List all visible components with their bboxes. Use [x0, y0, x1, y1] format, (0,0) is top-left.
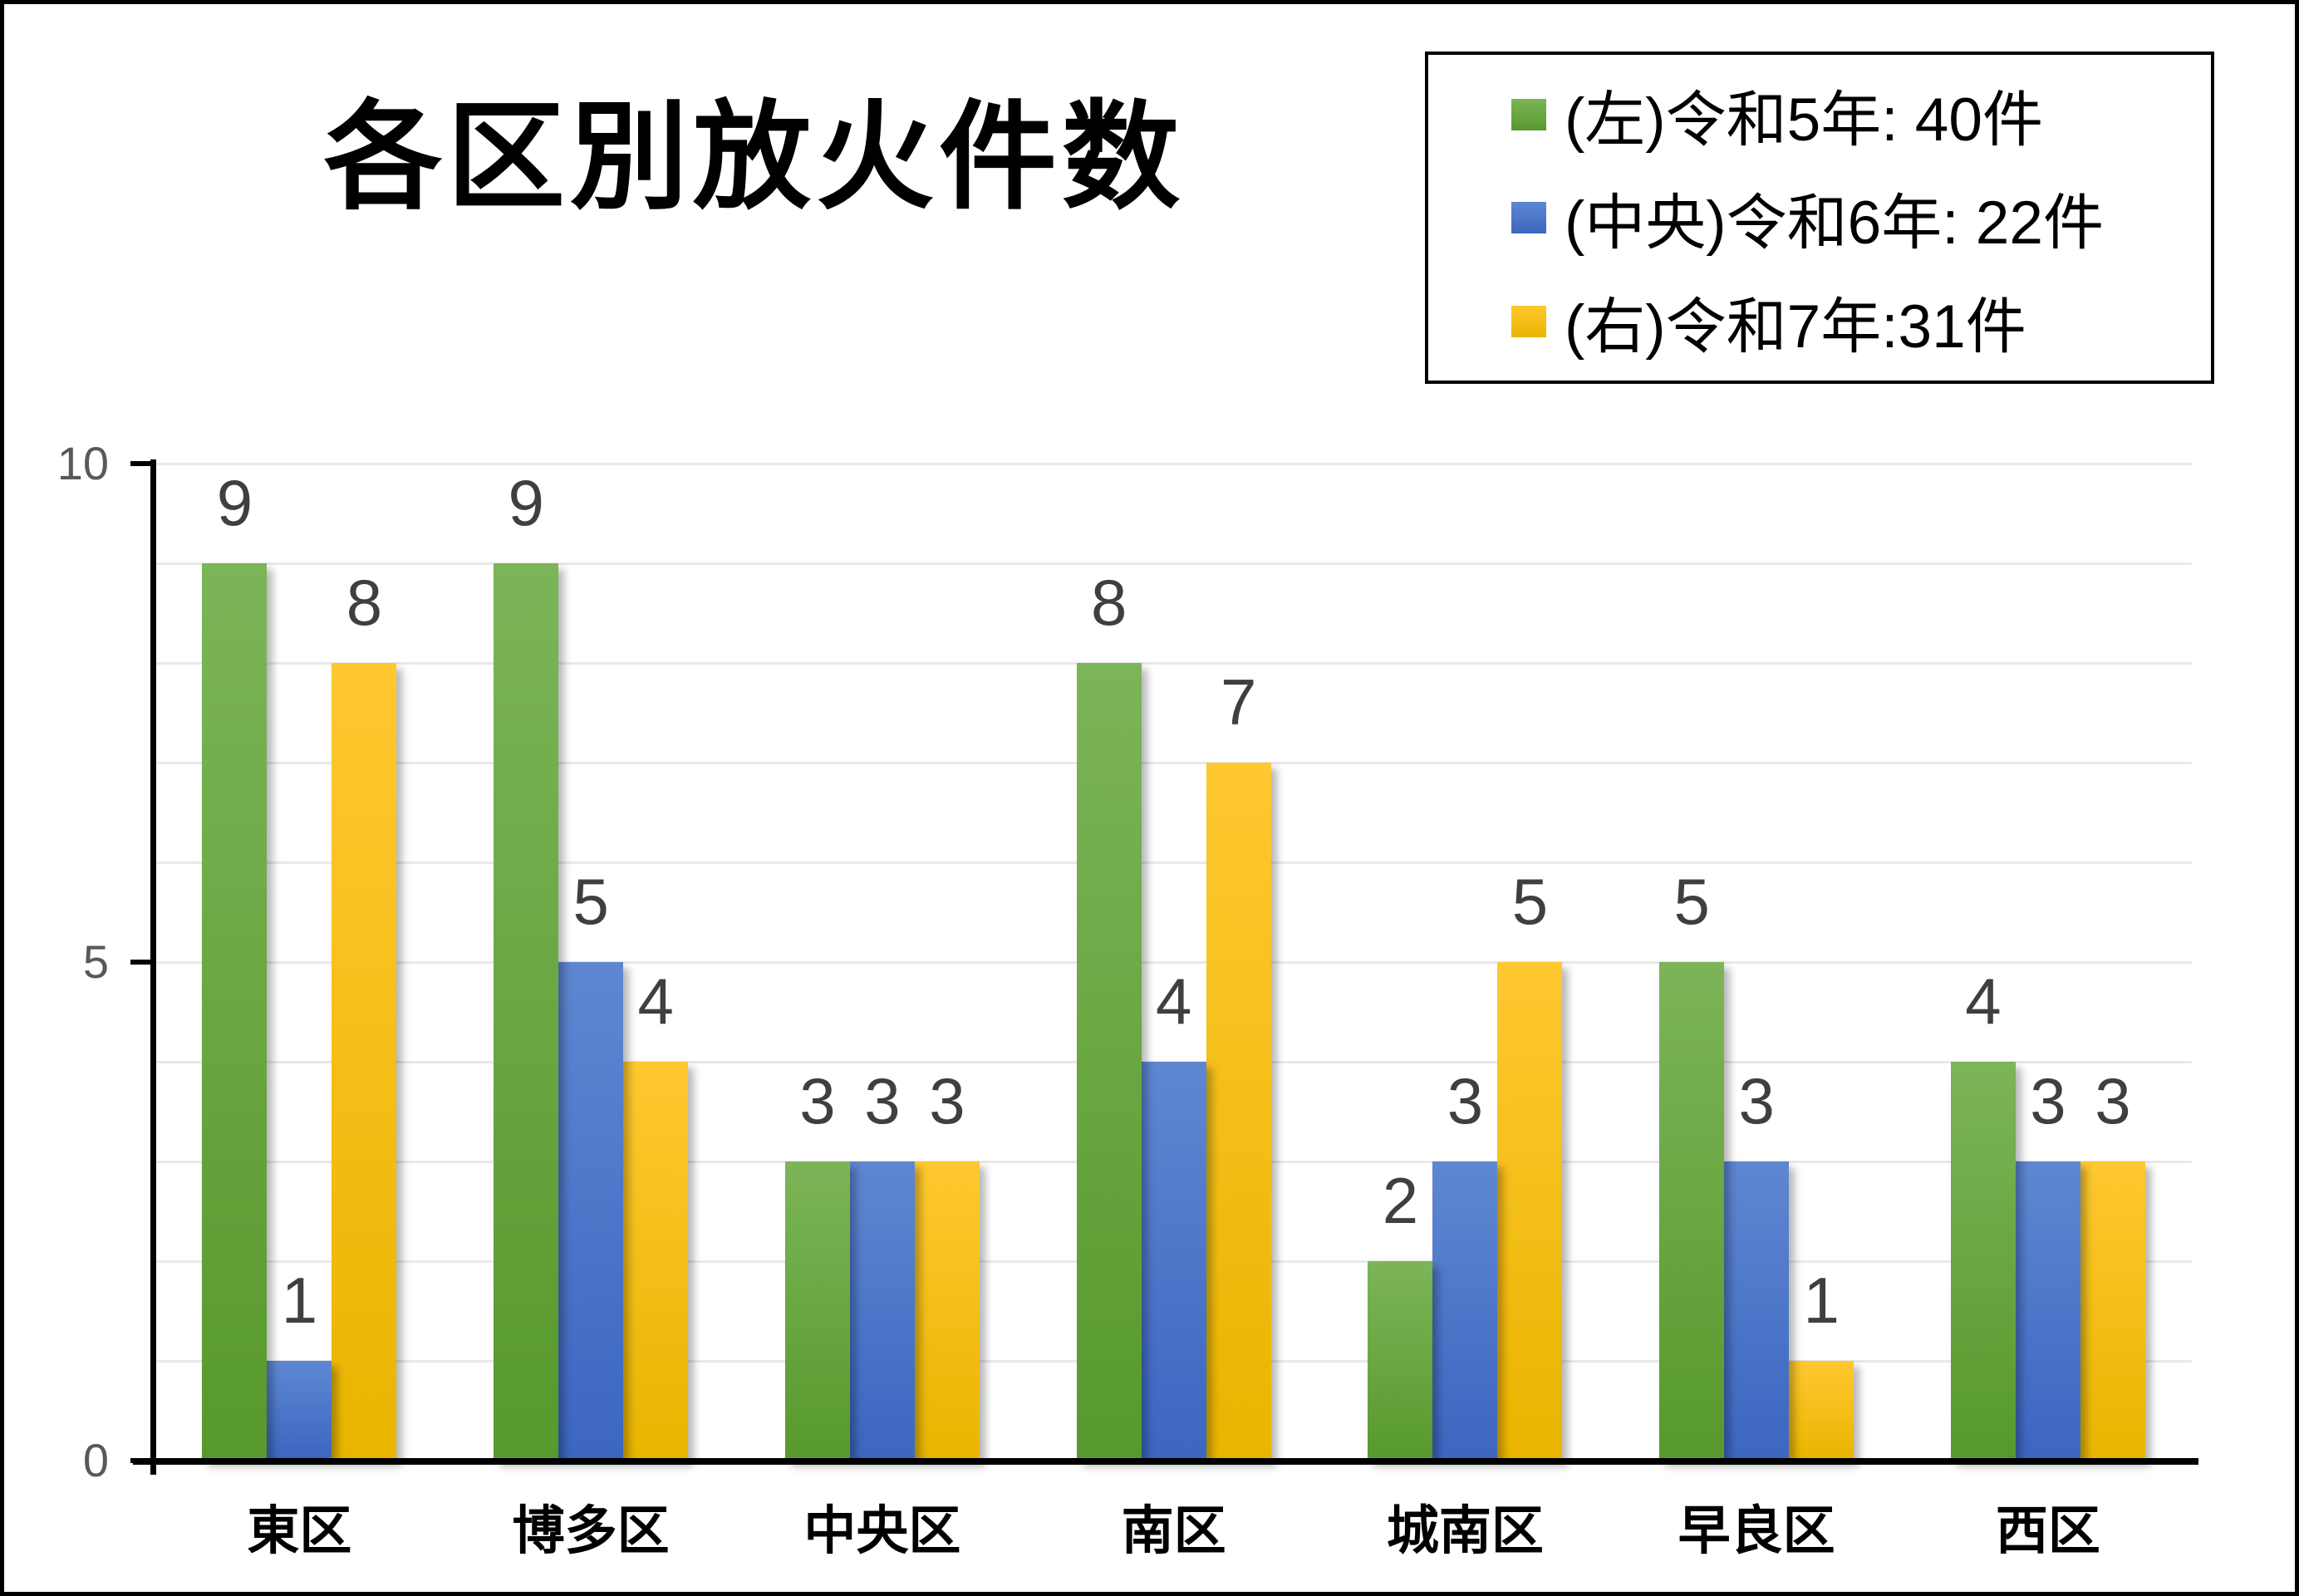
bar-series-0: [494, 563, 559, 1461]
gridline: [156, 862, 2192, 864]
gridline: [156, 961, 2192, 964]
data-label: 5: [1511, 865, 1549, 938]
legend-marker-icon: [1511, 305, 1546, 337]
bar-series-1: [849, 1161, 915, 1461]
gridline: [156, 562, 2192, 565]
x-axis-line: [133, 1458, 2198, 1465]
data-label: 5: [1673, 865, 1710, 938]
data-label: 3: [1738, 1064, 1775, 1137]
data-label: 2: [1382, 1164, 1419, 1237]
y-axis-tick: [130, 960, 156, 965]
gridline: [156, 463, 2192, 465]
data-label: 8: [1090, 566, 1127, 639]
category-label: 東区: [247, 1502, 352, 1560]
data-label: 1: [1803, 1264, 1840, 1337]
data-label: 3: [2030, 1064, 2066, 1137]
data-label: 9: [508, 466, 544, 539]
data-label: 1: [281, 1264, 318, 1337]
data-label: 4: [1965, 965, 2002, 1038]
data-label: 4: [637, 965, 674, 1038]
bar-series-2: [2080, 1161, 2145, 1461]
legend: (左)令和5年: 40件 (中央)令和6年: 22件 (右)令和7年:31件: [1425, 52, 2214, 384]
bar-series-0: [1659, 962, 1725, 1461]
legend-item: (右)令和7年:31件: [1511, 277, 2211, 366]
category-label: 早良区: [1678, 1502, 1835, 1560]
data-label: 8: [346, 566, 383, 639]
data-label: 4: [1155, 965, 1192, 1038]
legend-marker-icon: [1511, 202, 1546, 233]
bar-series-0: [784, 1161, 850, 1461]
category-label: 城南区: [1386, 1502, 1544, 1560]
data-label: 7: [1220, 665, 1257, 739]
bar-series-0: [202, 563, 268, 1461]
bar-series-1: [267, 1361, 332, 1461]
bar-series-0: [1076, 663, 1142, 1461]
bar-series-2: [1789, 1361, 1854, 1461]
gridline: [156, 662, 2192, 665]
data-label: 3: [2095, 1064, 2131, 1137]
bar-series-1: [2015, 1161, 2080, 1461]
y-axis-line: [150, 459, 156, 1475]
category-label: 西区: [1995, 1502, 2100, 1560]
y-axis-tick: [130, 461, 156, 466]
bar-series-2: [914, 1161, 980, 1461]
y-axis-tick-label: 5: [82, 936, 109, 988]
data-label: 3: [929, 1064, 965, 1137]
bar-series-2: [623, 1062, 689, 1461]
bar-series-1: [558, 962, 624, 1461]
category-label: 南区: [1121, 1502, 1226, 1560]
bar-series-0: [1950, 1062, 2016, 1461]
legend-item: (中央)令和6年: 22件: [1511, 174, 2211, 262]
y-axis-tick-label: 10: [56, 437, 109, 489]
category-label: 中央区: [803, 1502, 961, 1560]
bar-series-1: [1724, 1161, 1790, 1461]
data-label: 3: [1447, 1064, 1484, 1137]
data-label: 9: [216, 466, 253, 539]
legend-label: (右)令和7年:31件: [1565, 292, 2026, 361]
data-label: 3: [799, 1064, 836, 1137]
bar-series-1: [1432, 1161, 1498, 1461]
data-label: 5: [572, 865, 609, 938]
gridline: [156, 762, 2192, 764]
data-label: 3: [864, 1064, 901, 1137]
bar-series-2: [1206, 763, 1271, 1461]
legend-item: (左)令和5年: 40件: [1511, 71, 2211, 159]
category-label: 博多区: [512, 1502, 670, 1560]
legend-label: (左)令和5年: 40件: [1565, 86, 2043, 154]
bar-series-2: [332, 663, 397, 1461]
bar-series-2: [1497, 962, 1563, 1461]
y-axis-tick-label: 0: [82, 1434, 109, 1486]
bar-series-1: [1141, 1062, 1206, 1461]
bar-series-0: [1368, 1261, 1433, 1461]
legend-label: (中央)令和6年: 22件: [1565, 189, 2104, 257]
chart-title: 各区別放火件数: [324, 91, 1185, 223]
legend-marker-icon: [1511, 98, 1546, 130]
plot-area: 0 5 10 東区 9 1 8 博多区 9 5 4 中央区 3 3 3 南区 8 4 7 城南区 2 3 5 早良区 5 3 1 西区…: [4, 4, 2295, 1592]
